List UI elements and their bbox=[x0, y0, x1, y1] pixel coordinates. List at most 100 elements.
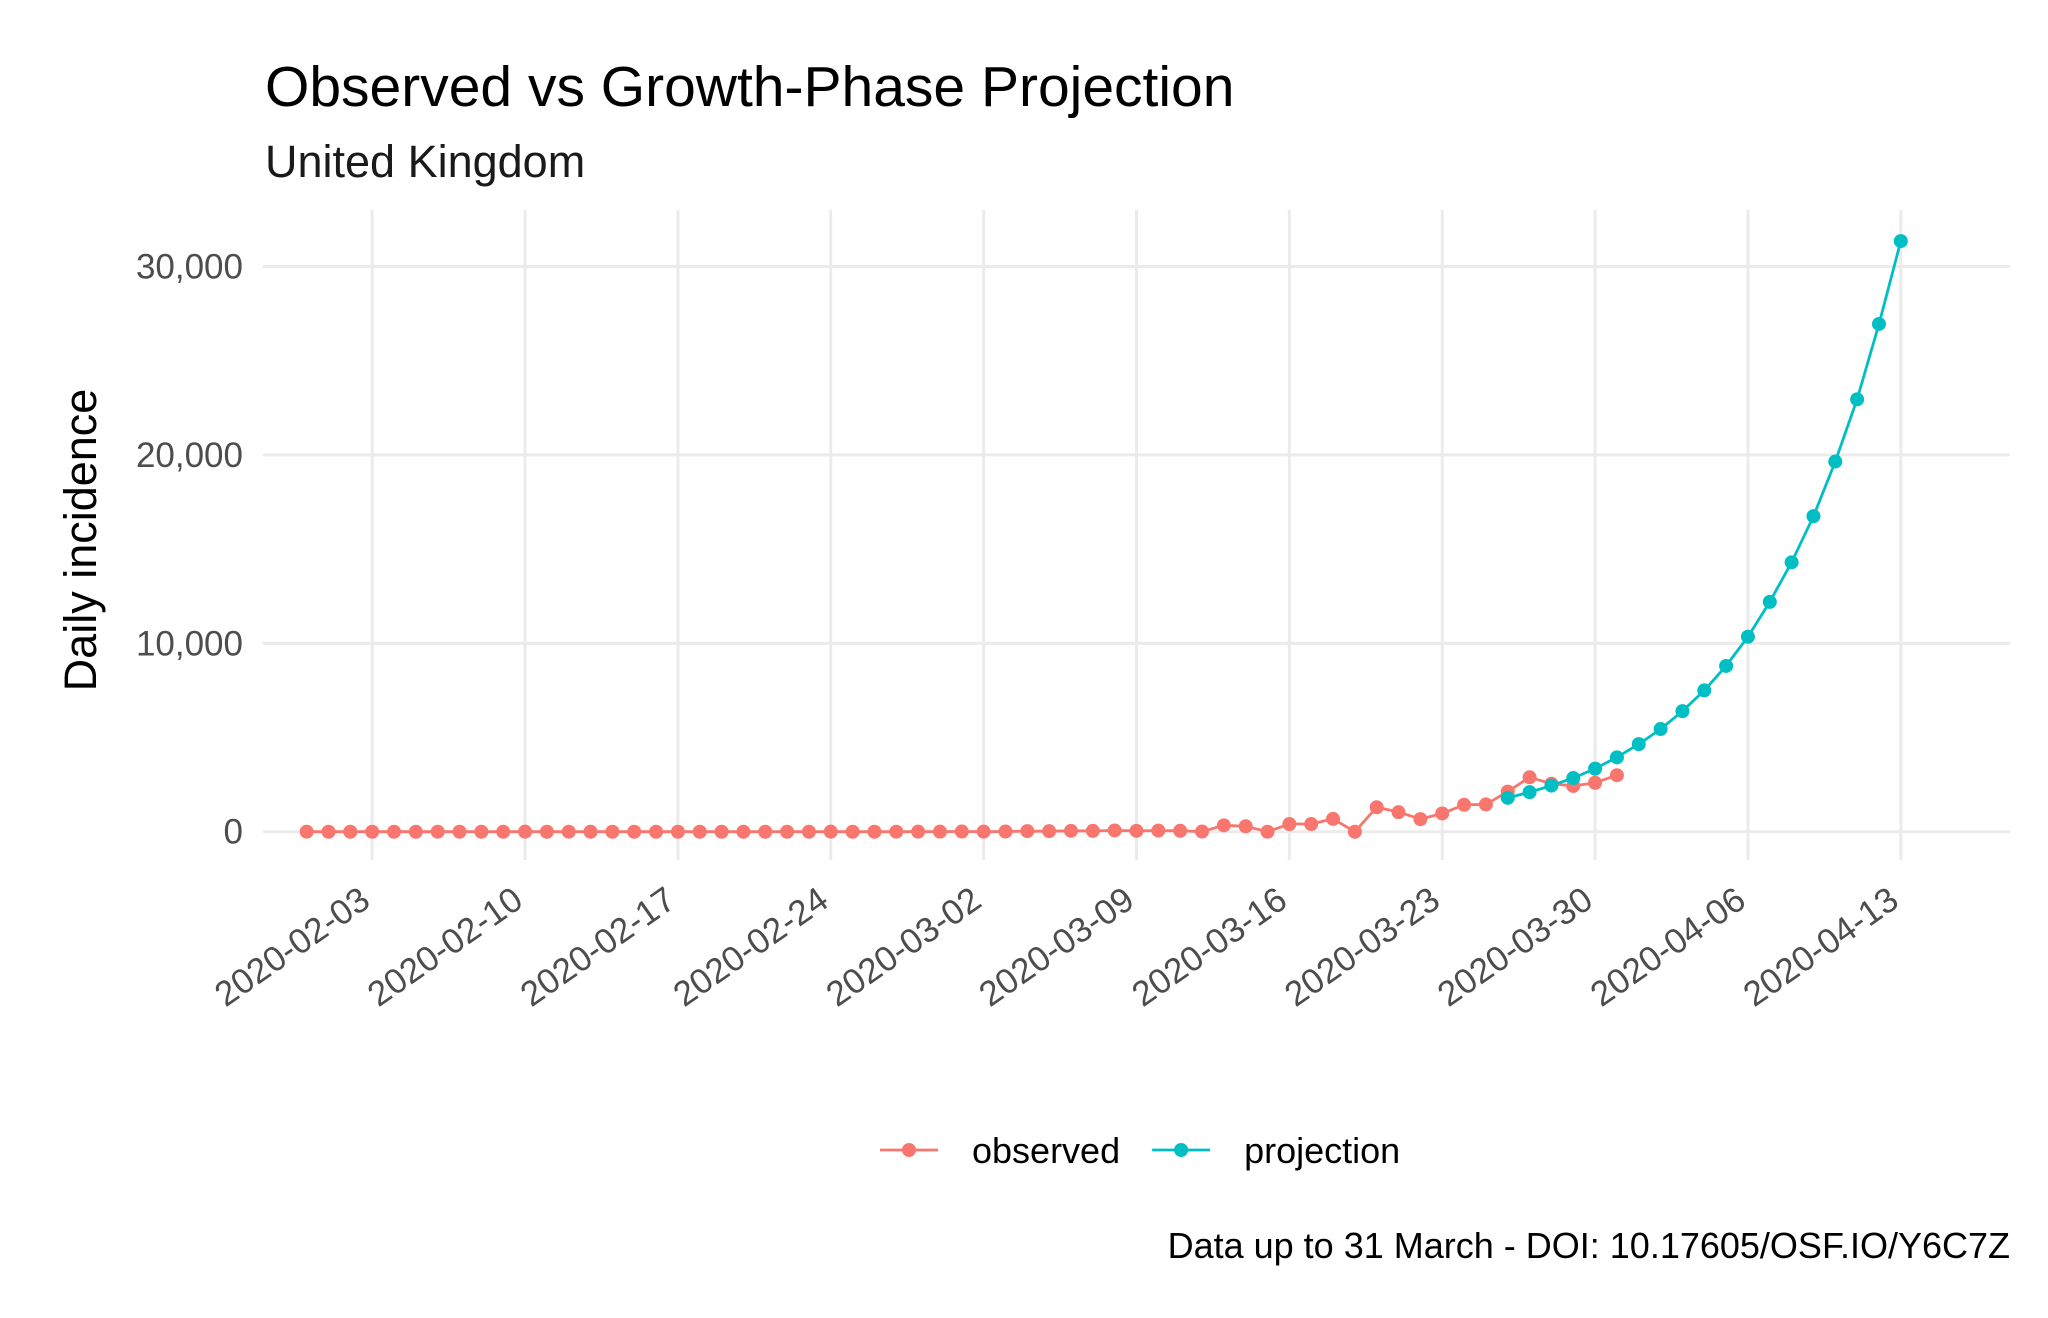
data-point-observed bbox=[583, 824, 598, 839]
data-point-projection bbox=[1762, 594, 1777, 609]
data-point-observed bbox=[1151, 823, 1166, 838]
data-point-observed bbox=[299, 824, 314, 839]
data-point-projection bbox=[1609, 750, 1624, 765]
x-tick-label: 2020-03-09 bbox=[972, 880, 1141, 1015]
data-point-observed bbox=[670, 824, 685, 839]
data-point-observed bbox=[387, 824, 402, 839]
legend-label: observed bbox=[972, 1130, 1120, 1171]
data-point-observed bbox=[605, 824, 620, 839]
y-axis-label: Daily incidence bbox=[55, 389, 106, 692]
data-point-observed bbox=[1042, 824, 1057, 839]
y-tick-label: 0 bbox=[224, 813, 243, 852]
legend-key-point bbox=[902, 1143, 916, 1157]
chart-caption: Data up to 31 March - DOI: 10.17605/OSF.… bbox=[1168, 1225, 2010, 1266]
y-tick-label: 10,000 bbox=[136, 624, 243, 663]
x-tick-label: 2020-03-02 bbox=[819, 880, 988, 1015]
data-point-observed bbox=[932, 824, 947, 839]
data-point-observed bbox=[496, 824, 511, 839]
data-point-projection bbox=[1719, 658, 1734, 673]
data-point-projection bbox=[1850, 392, 1865, 407]
legend: observed projection bbox=[880, 1130, 1400, 1171]
data-point-observed bbox=[976, 824, 991, 839]
data-point-projection bbox=[1697, 683, 1712, 698]
data-point-projection bbox=[1675, 704, 1690, 719]
data-point-observed bbox=[911, 824, 926, 839]
y-tick-label: 20,000 bbox=[136, 436, 243, 475]
data-point-observed bbox=[408, 824, 423, 839]
data-point-observed bbox=[1391, 805, 1406, 820]
data-point-observed bbox=[1326, 811, 1341, 826]
data-point-observed bbox=[1260, 824, 1275, 839]
data-point-projection bbox=[1893, 234, 1908, 249]
data-point-observed bbox=[452, 824, 467, 839]
series-line-projection bbox=[1507, 240, 1903, 800]
data-point-observed bbox=[1435, 806, 1450, 821]
legend-key-point bbox=[1174, 1143, 1189, 1157]
data-point-projection bbox=[1544, 778, 1559, 793]
data-point-observed bbox=[430, 824, 445, 839]
data-point-observed bbox=[998, 824, 1013, 839]
data-point-observed bbox=[1522, 770, 1537, 785]
data-point-observed bbox=[474, 824, 489, 839]
data-point-observed bbox=[954, 824, 969, 839]
x-tick-label: 2020-02-24 bbox=[666, 880, 835, 1015]
data-point-observed bbox=[1216, 818, 1231, 833]
data-point-observed bbox=[365, 824, 380, 839]
data-point-observed bbox=[780, 824, 795, 839]
data-point-observed bbox=[561, 824, 576, 839]
data-point-observed bbox=[649, 824, 664, 839]
data-point-projection bbox=[1871, 316, 1886, 331]
y-tick-label: 30,000 bbox=[136, 248, 243, 287]
data-point-observed bbox=[518, 824, 533, 839]
data-point-observed bbox=[758, 824, 773, 839]
data-point-projection bbox=[1828, 454, 1843, 469]
data-point-observed bbox=[1413, 812, 1428, 827]
data-point-projection bbox=[1522, 785, 1537, 800]
data-point-projection bbox=[1740, 629, 1755, 644]
data-point-observed bbox=[1304, 817, 1319, 832]
data-point-observed bbox=[692, 824, 707, 839]
data-point-projection bbox=[1784, 555, 1799, 570]
data-point-observed bbox=[1085, 823, 1100, 838]
data-point-observed bbox=[1369, 800, 1384, 815]
series-projection bbox=[1500, 234, 1908, 805]
data-point-observed bbox=[1457, 797, 1472, 812]
data-point-observed bbox=[823, 824, 838, 839]
data-point-projection bbox=[1566, 771, 1581, 786]
chart-title: Observed vs Growth-Phase Projection bbox=[265, 55, 1234, 119]
data-point-observed bbox=[1238, 819, 1253, 834]
grid-lines bbox=[263, 210, 2010, 860]
legend-item-observed: observed bbox=[880, 1130, 1120, 1171]
data-point-observed bbox=[627, 824, 642, 839]
data-point-observed bbox=[539, 824, 554, 839]
x-tick-label: 2020-03-23 bbox=[1278, 880, 1447, 1015]
x-tick-label: 2020-02-03 bbox=[208, 880, 377, 1015]
data-point-observed bbox=[1609, 768, 1624, 783]
data-point-projection bbox=[1500, 790, 1515, 805]
data-point-projection bbox=[1653, 722, 1668, 737]
data-point-observed bbox=[801, 824, 816, 839]
data-point-observed bbox=[1020, 824, 1035, 839]
data-point-observed bbox=[1478, 797, 1493, 812]
x-axis-ticks: 2020-02-032020-02-102020-02-172020-02-24… bbox=[208, 880, 1906, 1015]
data-point-observed bbox=[1588, 775, 1603, 790]
data-point-observed bbox=[1107, 823, 1122, 838]
chart-subtitle: United Kingdom bbox=[265, 136, 585, 187]
x-tick-label: 2020-02-10 bbox=[361, 880, 530, 1015]
x-tick-label: 2020-03-30 bbox=[1431, 880, 1600, 1015]
data-point-observed bbox=[889, 824, 904, 839]
plot-panel: 0 10,000 20,000 30,000 2020-02-032020-02-10… bbox=[136, 210, 2010, 1014]
data-point-observed bbox=[1195, 824, 1210, 839]
x-tick-label: 2020-03-16 bbox=[1125, 880, 1294, 1015]
legend-label: projection bbox=[1244, 1130, 1400, 1171]
data-point-observed bbox=[343, 824, 358, 839]
data-point-observed bbox=[1063, 823, 1078, 838]
data-point-observed bbox=[1129, 823, 1144, 838]
data-point-observed bbox=[867, 824, 882, 839]
x-tick-label: 2020-02-17 bbox=[513, 880, 682, 1015]
data-point-projection bbox=[1631, 737, 1646, 752]
data-point-observed bbox=[714, 824, 729, 839]
data-point-observed bbox=[1282, 817, 1297, 832]
x-tick-label: 2020-04-13 bbox=[1736, 880, 1905, 1015]
